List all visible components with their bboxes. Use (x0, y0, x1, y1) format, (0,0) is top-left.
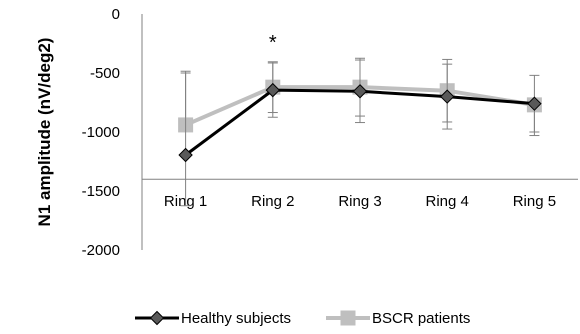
legend: Healthy subjects BSCR patients (135, 310, 470, 327)
y-tick-label: -1000 (82, 124, 120, 141)
annotations: * (269, 32, 277, 54)
series-group (178, 57, 542, 207)
legend-label: Healthy subjects (181, 310, 291, 327)
data-point (439, 89, 455, 104)
legend-marker (149, 310, 165, 326)
y-tick-label: 0 (112, 6, 120, 23)
axes (141, 14, 578, 250)
legend-item: BSCR patients (326, 310, 470, 327)
y-tick-label: -1500 (82, 183, 120, 200)
legend-label: BSCR patients (372, 310, 470, 327)
y-tick-label: -500 (90, 65, 120, 82)
legend-item: Healthy subjects (135, 310, 291, 327)
data-point (178, 147, 193, 163)
x-tick-label: Ring 2 (251, 193, 294, 210)
y-tick-label: -2000 (82, 242, 120, 259)
legend-marker (340, 310, 356, 326)
y-tick-labels: 0 -500 -1000 -1500 -2000 (82, 6, 120, 259)
x-tick-label: Ring 5 (513, 193, 556, 210)
data-point (265, 82, 281, 98)
x-tick-labels: Ring 1 Ring 2 Ring 3 Ring 4 Ring 5 (164, 193, 556, 210)
y-axis-label: N1 amplitude (nV/deg2) (35, 38, 54, 227)
x-tick-label: Ring 4 (426, 193, 469, 210)
data-point (352, 84, 368, 99)
significance-marker: * (269, 32, 277, 54)
series-healthy-subjects (178, 59, 542, 207)
data-point (527, 96, 542, 111)
x-tick-label: Ring 3 (338, 193, 381, 210)
